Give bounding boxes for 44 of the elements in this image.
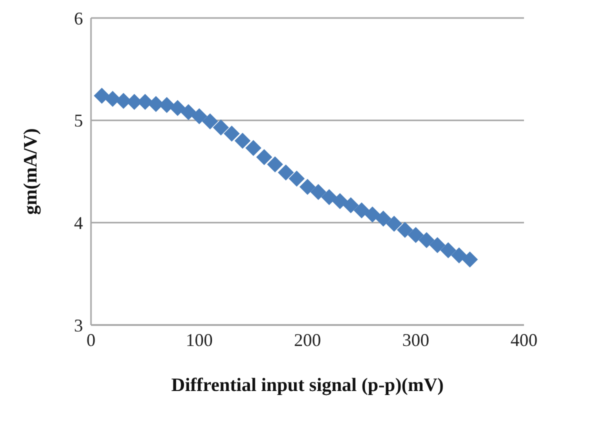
point — [180, 104, 196, 120]
point — [375, 210, 392, 227]
point — [332, 193, 348, 210]
point — [451, 247, 468, 264]
point — [104, 90, 121, 107]
point — [170, 100, 186, 116]
point — [440, 242, 456, 258]
point — [408, 226, 424, 243]
x-tick-label: 200 — [294, 330, 321, 350]
point — [267, 156, 284, 172]
point — [342, 197, 359, 214]
point — [224, 126, 240, 142]
point — [256, 149, 272, 166]
point — [300, 178, 316, 195]
x-axis-title: Diffrential input signal (p-p)(mV) — [171, 375, 444, 396]
point — [94, 88, 110, 104]
point — [212, 119, 229, 136]
point — [354, 202, 370, 218]
x-tick-label: 300 — [402, 330, 430, 350]
y-tick-label: 4 — [74, 213, 83, 234]
x-tick-label: 0 — [86, 330, 96, 350]
x-tick-label: 100 — [186, 330, 213, 350]
point — [278, 164, 294, 181]
point — [234, 132, 251, 149]
point — [288, 170, 305, 187]
point — [364, 206, 380, 222]
point — [386, 216, 402, 232]
point — [418, 232, 435, 248]
point — [321, 189, 338, 206]
x-tick-label: 400 — [510, 330, 538, 350]
point — [310, 184, 326, 200]
point — [115, 92, 132, 109]
y-tick-label: 5 — [74, 110, 83, 131]
point — [245, 140, 262, 156]
point — [158, 96, 175, 113]
point — [462, 252, 478, 268]
point — [396, 222, 413, 238]
point — [202, 113, 218, 130]
point — [148, 96, 164, 112]
point — [429, 237, 446, 254]
y-tick-label: 3 — [74, 315, 83, 336]
y-tick-label: 6 — [74, 8, 83, 28]
y-axis-title: gm(mA/V) — [20, 128, 42, 215]
point — [191, 108, 208, 124]
